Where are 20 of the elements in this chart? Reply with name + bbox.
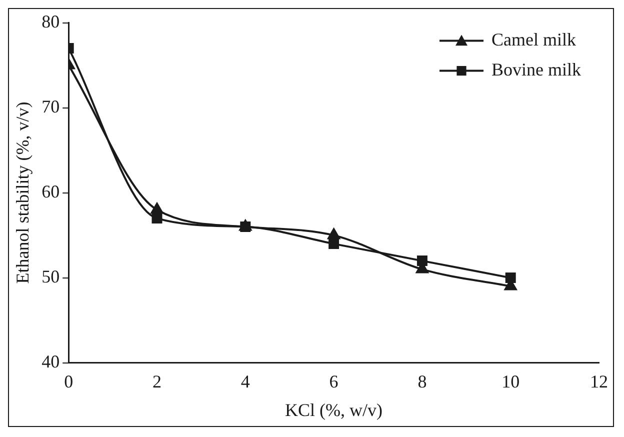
x-tick-label: 4 bbox=[240, 371, 250, 392]
y-tick-label: 60 bbox=[42, 182, 60, 202]
y-tick-label: 80 bbox=[42, 12, 60, 32]
y-tick-label: 50 bbox=[42, 266, 60, 287]
x-tick-label: 12 bbox=[590, 371, 608, 392]
y-axis-title: Ethanol stability (%, v/v) bbox=[12, 102, 33, 284]
x-axis-title: KCl (%, w/v) bbox=[285, 400, 383, 420]
y-tick-label: 70 bbox=[42, 96, 60, 117]
x-tick-label: 0 bbox=[64, 371, 74, 392]
point bbox=[152, 213, 162, 224]
x-tick-label: 2 bbox=[152, 371, 162, 392]
x-tick-label: 8 bbox=[418, 371, 427, 392]
point bbox=[328, 228, 340, 240]
legend-label: Camel milk bbox=[492, 30, 576, 50]
x-tick-label: 6 bbox=[329, 371, 338, 392]
point bbox=[328, 238, 340, 250]
x-tick-label: 10 bbox=[502, 371, 520, 392]
legend-label: Bovine milk bbox=[492, 60, 581, 80]
y-tick-label: 40 bbox=[42, 352, 60, 372]
point bbox=[150, 202, 164, 214]
